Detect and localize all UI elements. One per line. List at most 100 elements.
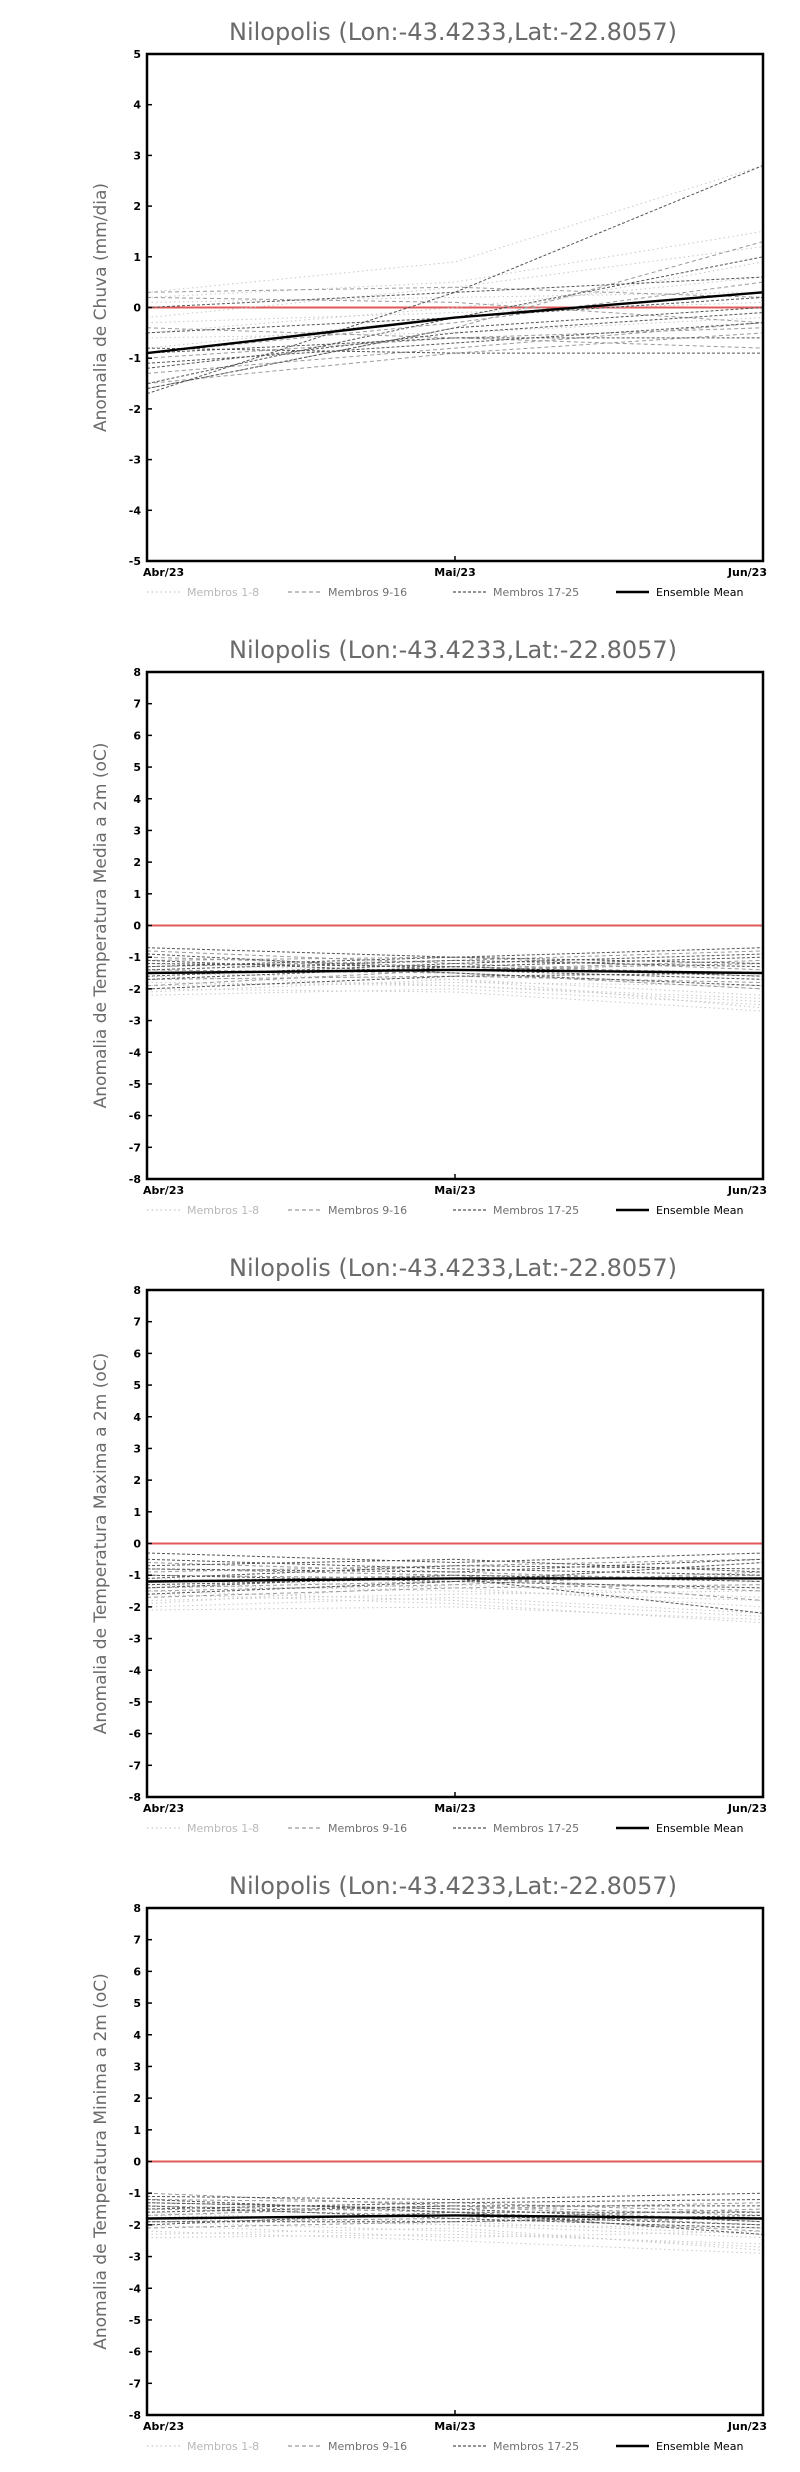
member-line-24 xyxy=(147,2214,764,2223)
member-line-21 xyxy=(146,959,764,971)
member-line-17 xyxy=(146,165,764,395)
y-tick-label: -8 xyxy=(129,1173,141,1186)
y-tick-label: 2 xyxy=(133,2092,141,2105)
y-tick-label: -6 xyxy=(129,1110,142,1123)
member-line-17 xyxy=(146,947,764,958)
chart-title: Nilopolis (Lon:-43.4233,Lat:-22.8057) xyxy=(229,636,677,664)
y-tick-label: -4 xyxy=(129,2282,142,2295)
x-tick-label: Jun/23 xyxy=(727,566,767,579)
member-line-24 xyxy=(146,956,764,968)
chart-panel: Nilopolis (Lon:-43.4233,Lat:-22.8057) Ano… xyxy=(0,1236,800,1854)
chart-panel: Nilopolis (Lon:-43.4233,Lat:-22.8057) Ano… xyxy=(0,618,800,1236)
y-tick-label: -8 xyxy=(129,1791,141,1804)
ensemble-mean-line xyxy=(146,2214,764,2220)
x-tick-label: Abr/23 xyxy=(143,2420,184,2433)
legend-label: Membros 17-25 xyxy=(493,1204,579,1217)
member-line-7 xyxy=(146,975,764,999)
chart-title: Nilopolis (Lon:-43.4233,Lat:-22.8057) xyxy=(229,18,677,46)
y-tick-label: -2 xyxy=(129,983,141,996)
member-line-25 xyxy=(146,276,764,308)
member-line-22 xyxy=(146,1580,764,1595)
member-line-22 xyxy=(146,2199,764,2210)
y-tick-label: -4 xyxy=(129,504,142,517)
member-line-14 xyxy=(146,969,764,990)
legend-label: Membros 1-8 xyxy=(187,2440,259,2453)
member-line-8 xyxy=(146,978,764,1009)
chart-panel: Nilopolis (Lon:-43.4233,Lat:-22.8057) Ano… xyxy=(0,1854,800,2472)
x-tick-label: Mai/23 xyxy=(434,1802,475,1815)
y-tick-label: -4 xyxy=(129,1664,142,1677)
member-line-3 xyxy=(146,972,764,996)
x-tick-label: Abr/23 xyxy=(143,1184,184,1197)
y-tick-label: -1 xyxy=(129,1569,141,1582)
y-tick-label: 6 xyxy=(133,1347,141,1360)
y-tick-label: 0 xyxy=(133,920,141,933)
y-tick-label: -7 xyxy=(129,2377,141,2390)
member-line-14 xyxy=(146,322,764,374)
chart-panel: Nilopolis (Lon:-43.4233,Lat:-22.8057) Ano… xyxy=(0,0,800,618)
member-line-24 xyxy=(146,337,763,354)
y-tick-label: -3 xyxy=(129,1015,141,1028)
member-line-12 xyxy=(146,1584,764,1598)
member-line-1 xyxy=(146,1593,764,1624)
y-tick-label: -1 xyxy=(129,951,141,964)
y-tick-label: 1 xyxy=(133,888,141,901)
member-line-12 xyxy=(146,281,764,354)
y-tick-label: 2 xyxy=(133,200,141,213)
member-line-10 xyxy=(146,975,764,983)
member-line-5 xyxy=(146,1590,764,1601)
legend-label: Membros 17-25 xyxy=(493,2440,579,2453)
y-tick-label: 1 xyxy=(133,251,141,264)
y-axis-label: Anomalia de Temperatura Maxima a 2m (oC) xyxy=(91,1353,111,1735)
member-line-8 xyxy=(146,2218,764,2229)
y-axis-label: Anomalia de Chuva (mm/dia) xyxy=(91,183,111,432)
member-line-25 xyxy=(146,2205,764,2229)
member-line-2 xyxy=(146,1596,764,1614)
member-line-23 xyxy=(146,2199,764,2235)
y-tick-label: 4 xyxy=(133,2029,141,2042)
x-tick-label: Mai/23 xyxy=(434,566,475,579)
member-line-18 xyxy=(146,256,764,385)
member-line-25 xyxy=(146,1574,764,1589)
member-line-20 xyxy=(146,1577,764,1614)
legend-label: Membros 1-8 xyxy=(187,586,259,599)
member-line-23 xyxy=(146,1562,764,1583)
member-line-16 xyxy=(146,332,764,385)
member-line-21 xyxy=(146,1558,764,1576)
legend-label: Membros 9-16 xyxy=(328,1204,407,1217)
legend-label: Membros 9-16 xyxy=(328,1822,407,1835)
member-line-15 xyxy=(146,1571,764,1592)
y-tick-label: -5 xyxy=(129,1078,141,1091)
y-tick-label: -2 xyxy=(129,1601,141,1614)
x-tick-label: Jun/23 xyxy=(727,2420,767,2433)
y-tick-label: 8 xyxy=(133,1284,141,1297)
ensemble-mean-line xyxy=(146,968,764,975)
member-line-11 xyxy=(146,950,764,968)
y-tick-label: 3 xyxy=(133,149,141,162)
y-tick-label: 6 xyxy=(133,729,141,742)
x-tick-label: Jun/23 xyxy=(727,1802,767,1815)
member-line-1 xyxy=(146,2230,764,2254)
member-line-13 xyxy=(146,2205,764,2226)
y-tick-label: 8 xyxy=(133,1902,141,1915)
member-line-7 xyxy=(146,1590,764,1617)
y-tick-label: -7 xyxy=(129,1141,141,1154)
member-line-18 xyxy=(146,1558,764,1573)
y-tick-label: -5 xyxy=(129,2314,141,2327)
y-axis-label: Anomalia de Temperatura Media a 2m (oC) xyxy=(91,743,111,1109)
x-tick-label: Mai/23 xyxy=(434,1184,475,1197)
legend-label: Ensemble Mean xyxy=(656,586,743,599)
member-line-6 xyxy=(146,2214,764,2235)
member-line-2 xyxy=(146,2221,764,2248)
y-tick-label: 3 xyxy=(133,2060,141,2073)
y-tick-label: 0 xyxy=(133,2156,141,2169)
y-tick-label: -5 xyxy=(129,555,141,568)
y-tick-label: -1 xyxy=(129,352,141,365)
legend-label: Ensemble Mean xyxy=(656,2440,743,2453)
legend-label: Ensemble Mean xyxy=(656,1204,743,1217)
legend-label: Membros 9-16 xyxy=(328,2440,407,2453)
member-line-4 xyxy=(146,276,764,334)
x-tick-label: Jun/23 xyxy=(727,1184,767,1197)
member-line-9 xyxy=(146,241,764,390)
